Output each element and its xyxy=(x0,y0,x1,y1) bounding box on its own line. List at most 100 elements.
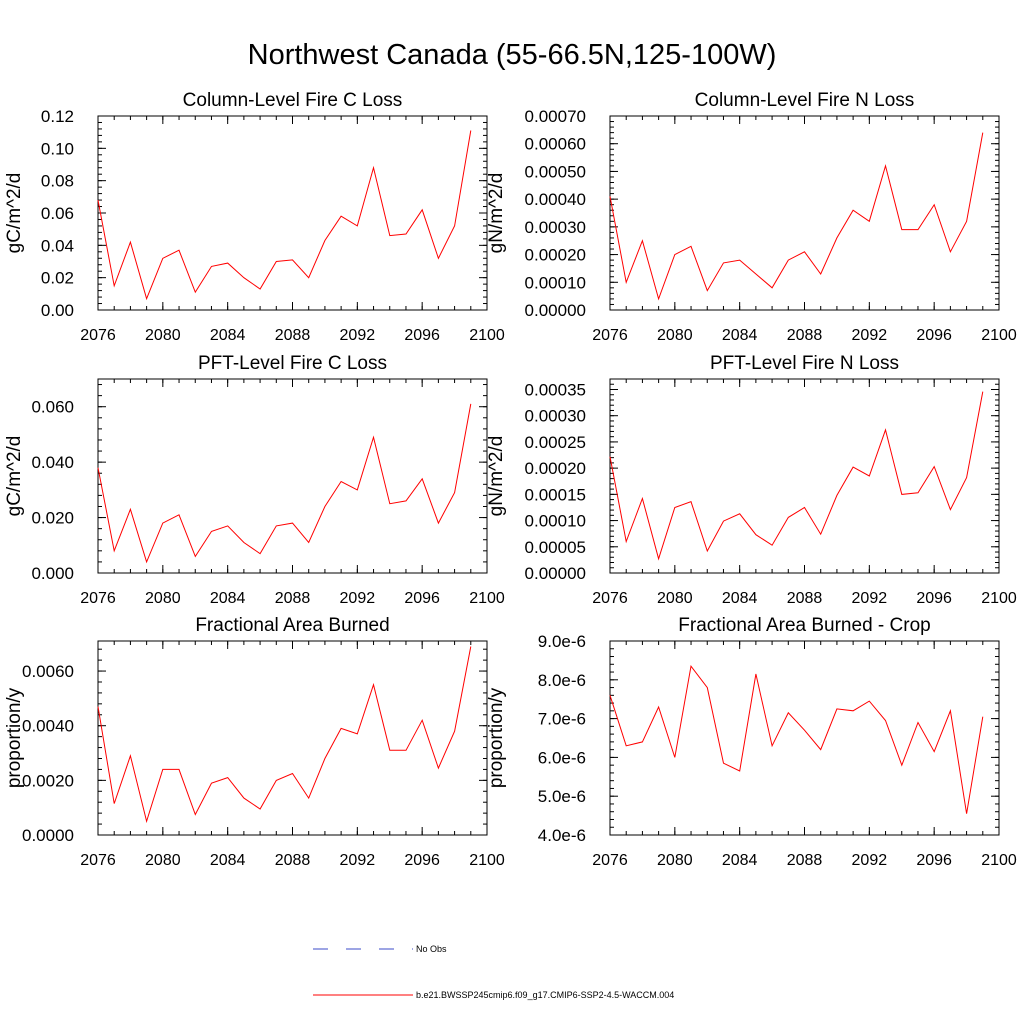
y-tick-label: 4.0e-6 xyxy=(538,826,586,845)
x-tick-label: 2080 xyxy=(145,852,181,869)
y-tick-label: 0.00010 xyxy=(525,512,586,531)
y-tick-label: 8.0e-6 xyxy=(538,671,586,690)
x-tick-label: 2100 xyxy=(469,590,505,607)
y-tick-label: 9.0e-6 xyxy=(538,632,586,651)
x-tick-label: 2096 xyxy=(404,327,440,344)
x-tick-label: 2092 xyxy=(852,590,888,607)
x-tick-label: 2096 xyxy=(916,327,952,344)
series-line xyxy=(97,130,472,301)
series-line xyxy=(97,403,472,564)
x-tick-label: 2092 xyxy=(340,852,376,869)
x-tick-label: 2100 xyxy=(469,852,505,869)
x-tick-label: 2080 xyxy=(657,327,693,344)
y-tick-label: 0.00035 xyxy=(525,380,586,399)
x-tick-label: 2100 xyxy=(469,327,505,344)
x-tick-label: 2092 xyxy=(852,852,888,869)
y-tick-label: 0.000 xyxy=(31,564,74,583)
y-axis-label: proportion/y xyxy=(4,687,25,788)
y-tick-label: 0.0060 xyxy=(22,662,74,681)
y-tick-label: 0.04 xyxy=(41,236,74,255)
x-tick-label: 2088 xyxy=(787,327,823,344)
y-tick-label: 5.0e-6 xyxy=(538,787,586,806)
y-tick-label: 0.00000 xyxy=(525,301,586,320)
y-tick-label: 6.0e-6 xyxy=(538,748,586,767)
panel-title: PFT-Level Fire C Loss xyxy=(198,353,387,374)
y-tick-label: 0.00000 xyxy=(525,564,586,583)
x-tick-label: 2076 xyxy=(80,327,116,344)
x-tick-label: 2088 xyxy=(787,590,823,607)
y-tick-label: 0.040 xyxy=(31,453,74,472)
y-tick-label: 0.12 xyxy=(41,107,74,126)
plot-frame xyxy=(609,115,1000,311)
y-tick-label: 0.0000 xyxy=(22,826,74,845)
y-tick-label: 0.08 xyxy=(41,172,74,191)
y-tick-label: 0.0020 xyxy=(22,771,74,790)
x-tick-label: 2092 xyxy=(340,327,376,344)
x-tick-label: 2096 xyxy=(404,590,440,607)
y-tick-label: 0.00005 xyxy=(525,538,586,557)
plot-frame xyxy=(97,378,488,574)
x-tick-label: 2092 xyxy=(852,327,888,344)
x-tick-label: 2084 xyxy=(722,852,758,869)
y-tick-label: 0.00070 xyxy=(525,107,586,126)
y-tick-label: 0.0040 xyxy=(22,717,74,736)
y-tick-label: 0.06 xyxy=(41,204,74,223)
y-tick-label: 0.02 xyxy=(41,269,74,288)
panel-title: Column-Level Fire C Loss xyxy=(183,90,403,111)
panel-title: Column-Level Fire N Loss xyxy=(695,90,915,111)
y-tick-label: 0.060 xyxy=(31,398,74,417)
chart-panel: 2076 2080 2084 2088 2092 2096 2100 0.000 0.020 0.… xyxy=(4,353,505,607)
y-tick-label: 0.10 xyxy=(41,139,74,158)
x-tick-label: 2080 xyxy=(657,852,693,869)
y-tick-label: 0.00015 xyxy=(525,485,586,504)
x-tick-label: 2084 xyxy=(722,590,758,607)
x-tick-label: 2084 xyxy=(210,852,246,869)
x-tick-label: 2100 xyxy=(981,852,1017,869)
x-tick-label: 2080 xyxy=(657,590,693,607)
y-axis-label: gN/m^2/d xyxy=(486,436,507,517)
y-tick-label: 0.00030 xyxy=(525,218,586,237)
chart-panel: 2076 2080 2084 2088 2092 2096 2100 0.0000 0.0020… xyxy=(4,615,505,869)
x-tick-label: 2076 xyxy=(592,327,628,344)
x-tick-label: 2084 xyxy=(722,327,758,344)
x-tick-label: 2076 xyxy=(80,852,116,869)
y-tick-label: 0.00020 xyxy=(525,459,586,478)
y-axis-label: gC/m^2/d xyxy=(4,173,25,254)
x-tick-label: 2096 xyxy=(404,852,440,869)
plot-frame xyxy=(97,115,488,311)
series-line xyxy=(609,664,984,814)
x-tick-label: 2092 xyxy=(340,590,376,607)
y-tick-label: 0.00010 xyxy=(525,273,586,292)
series-line xyxy=(609,391,984,561)
x-tick-label: 2076 xyxy=(592,852,628,869)
x-tick-label: 2088 xyxy=(787,852,823,869)
series-line xyxy=(609,132,984,301)
y-axis-label: gC/m^2/d xyxy=(4,436,25,517)
x-tick-label: 2096 xyxy=(916,590,952,607)
x-tick-label: 2100 xyxy=(981,590,1017,607)
y-tick-label: 0.00040 xyxy=(525,190,586,209)
panel-title: Fractional Area Burned - Crop xyxy=(678,615,930,636)
chart-panel: 2076 2080 2084 2088 2092 2096 2100 0.00000 0.000… xyxy=(486,90,1017,344)
series-line xyxy=(97,646,472,824)
chart-panel: 2076 2080 2084 2088 2092 2096 2100 4.0e-6 5.0e-6… xyxy=(486,615,1017,869)
x-tick-label: 2084 xyxy=(210,590,246,607)
x-tick-label: 2084 xyxy=(210,327,246,344)
x-tick-label: 2088 xyxy=(275,590,311,607)
plot-frame xyxy=(609,378,1000,574)
y-tick-label: 7.0e-6 xyxy=(538,710,586,729)
chart-panel: 2076 2080 2084 2088 2092 2096 2100 0.00000 0.000… xyxy=(486,353,1017,607)
x-tick-label: 2100 xyxy=(981,327,1017,344)
x-tick-label: 2076 xyxy=(592,590,628,607)
x-tick-label: 2076 xyxy=(80,590,116,607)
figure-title: Northwest Canada (55-66.5N,125-100W) xyxy=(247,39,777,71)
panel-title: Fractional Area Burned xyxy=(195,615,389,636)
y-tick-label: 0.020 xyxy=(31,509,74,528)
x-tick-label: 2080 xyxy=(145,327,181,344)
y-tick-label: 0.00060 xyxy=(525,135,586,154)
y-axis-label: proportion/y xyxy=(486,687,507,788)
x-tick-label: 2088 xyxy=(275,327,311,344)
panel-title: PFT-Level Fire N Loss xyxy=(710,353,899,374)
